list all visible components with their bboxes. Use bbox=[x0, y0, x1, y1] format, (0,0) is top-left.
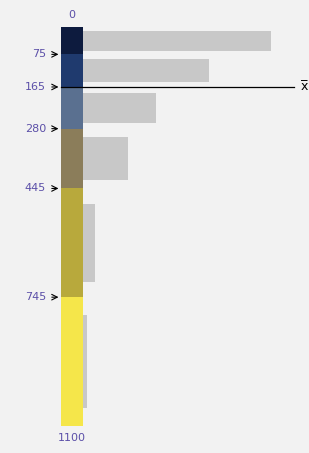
Text: 0: 0 bbox=[69, 10, 75, 20]
FancyBboxPatch shape bbox=[83, 315, 87, 408]
Text: 75: 75 bbox=[32, 49, 46, 59]
FancyBboxPatch shape bbox=[61, 54, 83, 87]
Text: 745: 745 bbox=[25, 292, 46, 302]
FancyBboxPatch shape bbox=[83, 204, 95, 282]
Text: 165: 165 bbox=[25, 82, 46, 92]
FancyBboxPatch shape bbox=[83, 93, 156, 123]
FancyBboxPatch shape bbox=[61, 27, 83, 54]
FancyBboxPatch shape bbox=[61, 297, 83, 426]
FancyBboxPatch shape bbox=[83, 59, 209, 82]
Text: 1100: 1100 bbox=[58, 433, 86, 443]
Text: 280: 280 bbox=[25, 124, 46, 134]
Text: x̅: x̅ bbox=[300, 81, 308, 93]
FancyBboxPatch shape bbox=[61, 188, 83, 297]
FancyBboxPatch shape bbox=[83, 31, 272, 51]
Text: 445: 445 bbox=[25, 183, 46, 193]
FancyBboxPatch shape bbox=[61, 129, 83, 188]
FancyBboxPatch shape bbox=[61, 87, 83, 129]
FancyBboxPatch shape bbox=[83, 137, 128, 180]
